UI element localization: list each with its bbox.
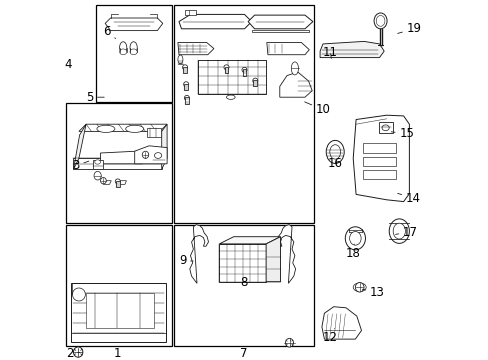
Bar (185, 97, 188, 104)
Ellipse shape (125, 125, 143, 132)
Ellipse shape (178, 55, 183, 64)
Bar (147, 128, 161, 137)
Text: 1: 1 (114, 347, 122, 360)
Ellipse shape (325, 140, 344, 163)
Ellipse shape (355, 283, 363, 292)
Text: 17: 17 (395, 226, 417, 239)
Text: 15: 15 (390, 127, 413, 140)
Text: 19: 19 (397, 22, 421, 35)
Bar (253, 80, 257, 86)
Bar (184, 84, 187, 90)
Bar (86, 293, 154, 328)
Ellipse shape (375, 15, 384, 26)
Bar (96, 5, 172, 102)
Polygon shape (178, 42, 213, 55)
Polygon shape (162, 124, 167, 169)
Text: 16: 16 (326, 157, 342, 170)
Polygon shape (219, 237, 280, 244)
Ellipse shape (226, 95, 235, 99)
Text: 13: 13 (362, 286, 384, 299)
Ellipse shape (97, 125, 115, 132)
Polygon shape (279, 72, 311, 97)
Text: 5: 5 (86, 91, 104, 104)
Bar (174, 225, 313, 346)
Bar (251, 30, 309, 32)
Ellipse shape (142, 151, 148, 158)
Ellipse shape (115, 179, 120, 184)
Polygon shape (134, 146, 167, 164)
Polygon shape (276, 225, 295, 283)
Polygon shape (103, 181, 111, 184)
Bar (362, 170, 395, 179)
Text: 3: 3 (72, 159, 89, 172)
Text: 6: 6 (103, 25, 115, 39)
Bar (185, 10, 196, 15)
Text: 14: 14 (397, 192, 420, 204)
Ellipse shape (224, 65, 228, 70)
Ellipse shape (73, 347, 82, 357)
Polygon shape (71, 283, 166, 342)
Text: 12: 12 (322, 328, 337, 344)
Text: 18: 18 (346, 244, 360, 260)
Text: 2: 2 (66, 347, 80, 360)
Ellipse shape (285, 338, 293, 347)
Ellipse shape (94, 171, 101, 180)
Ellipse shape (120, 42, 126, 53)
Polygon shape (73, 124, 86, 169)
Ellipse shape (95, 160, 101, 164)
Bar (224, 67, 228, 73)
Polygon shape (73, 158, 162, 169)
Text: 10: 10 (304, 102, 330, 116)
Ellipse shape (120, 49, 126, 55)
Polygon shape (247, 15, 312, 29)
Bar (66, 103, 172, 223)
Bar (116, 181, 120, 187)
Bar (197, 60, 265, 94)
Polygon shape (105, 18, 163, 31)
Bar (183, 67, 186, 73)
Ellipse shape (392, 223, 405, 239)
Ellipse shape (329, 145, 340, 159)
Polygon shape (179, 14, 251, 29)
Bar (378, 122, 392, 133)
Bar (66, 225, 172, 346)
Bar (362, 157, 395, 166)
Polygon shape (189, 225, 208, 283)
Polygon shape (119, 181, 126, 184)
Text: 4: 4 (64, 58, 72, 71)
Bar (219, 244, 265, 282)
Bar (174, 5, 313, 223)
Ellipse shape (130, 49, 137, 55)
Ellipse shape (345, 227, 365, 250)
Polygon shape (265, 237, 280, 282)
Ellipse shape (101, 177, 106, 184)
Text: 9: 9 (179, 255, 193, 267)
Polygon shape (320, 41, 384, 58)
Polygon shape (266, 42, 309, 55)
Bar (362, 143, 395, 153)
Ellipse shape (72, 288, 85, 301)
Text: 8: 8 (240, 276, 247, 289)
Ellipse shape (373, 13, 386, 29)
Ellipse shape (381, 125, 388, 131)
Text: 7: 7 (240, 347, 247, 360)
Ellipse shape (291, 62, 298, 75)
Bar (92, 160, 103, 169)
Ellipse shape (388, 219, 408, 243)
Ellipse shape (154, 153, 162, 158)
Bar (242, 69, 246, 76)
Text: 11: 11 (322, 46, 337, 59)
Ellipse shape (349, 231, 361, 245)
Polygon shape (352, 115, 408, 202)
Ellipse shape (252, 78, 257, 83)
Ellipse shape (182, 65, 187, 70)
Polygon shape (321, 307, 361, 339)
Polygon shape (79, 124, 167, 131)
Ellipse shape (130, 42, 137, 53)
Ellipse shape (242, 67, 246, 72)
Ellipse shape (183, 82, 188, 87)
Ellipse shape (184, 95, 189, 100)
Polygon shape (101, 151, 149, 164)
